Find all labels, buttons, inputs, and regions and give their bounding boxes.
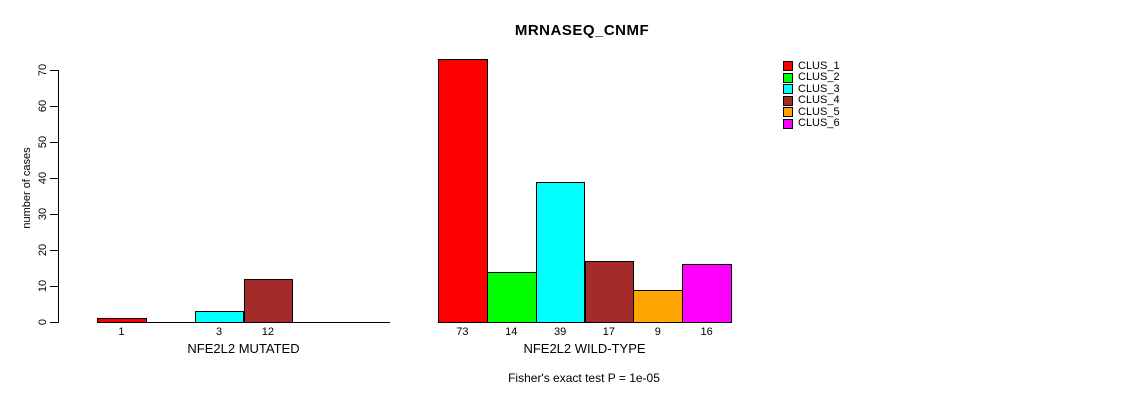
bar-clus_4-group1 [243, 278, 294, 323]
y-axis-tick-label: 0 [37, 318, 49, 326]
legend-label: CLUS_3 [798, 82, 840, 95]
bar-clus_5-group2 [633, 289, 684, 323]
legend-item-clus_3: CLUS_3 [783, 82, 840, 95]
y-axis-tick-label: 40 [37, 171, 49, 185]
bar-value-label: 3 [216, 326, 223, 338]
y-axis-tick [50, 106, 58, 107]
legend-item-clus_5: CLUS_5 [783, 105, 840, 118]
y-axis-tick [50, 178, 58, 179]
bar-clus_3-group1 [194, 311, 245, 323]
legend-item-clus_1: CLUS_1 [783, 59, 840, 72]
legend-swatch-icon [783, 118, 793, 129]
y-axis-tick-label: 20 [37, 243, 49, 257]
legend-label: CLUS_1 [798, 59, 840, 72]
legend-swatch-icon [783, 107, 793, 117]
group-label: NFE2L2 MUTATED [187, 341, 300, 356]
legend-label: CLUS_6 [798, 117, 840, 129]
bar-clus_1-group1 [97, 318, 147, 323]
bar-value-label: 9 [654, 326, 661, 338]
y-axis-tick [50, 250, 58, 251]
y-axis-tick [50, 214, 58, 215]
legend-item-clus_2: CLUS_2 [783, 72, 840, 83]
bar-value-label: 73 [456, 326, 469, 338]
legend-item-clus_6: CLUS_6 [783, 118, 840, 129]
bar-clus_6-group2 [682, 264, 732, 323]
legend-label: CLUS_4 [798, 94, 840, 106]
y-axis-title: number of cases [21, 147, 33, 229]
y-axis-tick-label: 70 [37, 63, 49, 77]
legend-swatch-icon [783, 61, 793, 71]
y-axis-line [58, 70, 59, 323]
bar-value-label: 39 [553, 326, 567, 338]
bar-value-label: 16 [700, 326, 713, 338]
y-axis-tick-label: 30 [37, 207, 49, 221]
legend-label: CLUS_2 [798, 71, 840, 83]
legend-swatch-icon [783, 72, 793, 83]
bar-value-label: 1 [118, 326, 125, 338]
chart-title: MRNASEQ_CNMF [514, 22, 650, 39]
y-axis-tick-label: 10 [37, 279, 49, 293]
y-axis-tick [50, 70, 58, 71]
bar-clus_2-group2 [486, 271, 537, 323]
bar-clus_1-group2 [438, 59, 488, 323]
bar-value-label: 12 [261, 326, 275, 338]
fisher-test-annotation: Fisher's exact test P = 1e-05 [508, 371, 660, 385]
y-axis-tick-label: 50 [37, 135, 49, 149]
y-axis-tick [50, 322, 58, 323]
y-axis-tick-label: 60 [37, 99, 49, 113]
legend-label: CLUS_5 [798, 105, 840, 118]
y-axis-tick [50, 286, 58, 287]
y-axis-tick [50, 142, 58, 143]
bar-value-label: 17 [602, 326, 616, 338]
legend-item-clus_4: CLUS_4 [783, 95, 840, 106]
bar-clus_3-group2 [535, 181, 586, 323]
bar-clus_4-group2 [584, 260, 635, 323]
legend-swatch-icon [783, 84, 793, 94]
legend-swatch-icon [783, 95, 793, 106]
bar-value-label: 14 [505, 326, 518, 338]
group-label: NFE2L2 WILD-TYPE [523, 341, 646, 356]
